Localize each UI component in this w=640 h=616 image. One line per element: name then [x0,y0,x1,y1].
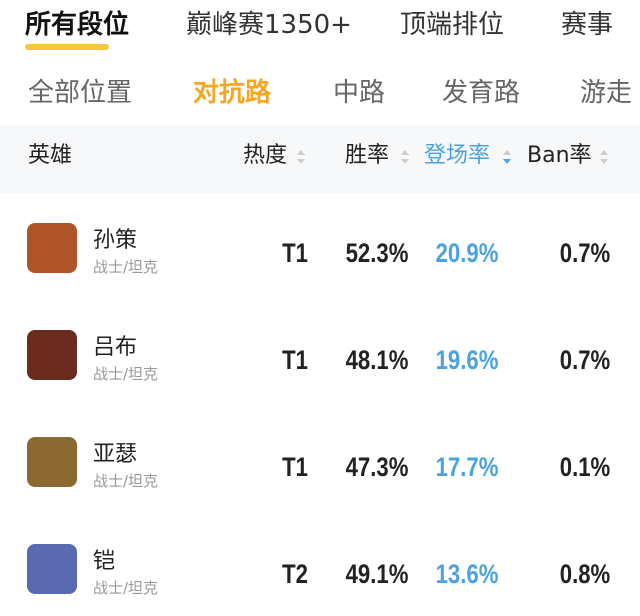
table-row[interactable] [0,518,640,616]
stat-value: T2 [282,559,308,589]
top-bar [0,0,640,125]
rank-tab[interactable]: 赛事 [561,10,614,40]
stat-value: 49.1% [345,559,409,589]
stat-value: 52.3% [345,238,409,268]
stat-value: 19.6% [435,345,499,375]
column-header[interactable]: 胜率 [345,143,390,168]
rank-tab[interactable]: 所有段位 [25,10,130,40]
table-row[interactable] [0,411,640,511]
position-tab[interactable]: 中路 [333,78,386,108]
hero-name: 亚瑟 [93,442,138,467]
stat-value: T1 [282,238,308,268]
stat-value: 0.8% [559,559,611,589]
hero-role: 战士/坦克 [93,258,159,276]
rank-tab[interactable]: 顶端排位 [400,10,505,40]
table-row[interactable] [0,304,640,404]
hero-role: 战士/坦克 [93,579,159,597]
stat-value: 47.3% [345,452,409,482]
position-tab[interactable]: 全部位置 [28,78,133,108]
hero-role: 战士/坦克 [93,472,159,490]
hero-name: 吕布 [93,335,138,360]
sort-icon[interactable] [600,150,608,164]
sort-icon[interactable] [297,150,305,164]
header-bg [0,125,640,193]
stat-value: T1 [282,345,308,375]
position-tab[interactable]: 对抗路 [193,78,272,108]
hero-avatar [27,544,77,594]
hero-role: 战士/坦克 [93,365,159,383]
column-header[interactable]: 热度 [243,143,288,168]
position-tab[interactable]: 游走 [580,78,633,108]
table-row[interactable] [0,197,640,297]
position-tab[interactable]: 发育路 [442,78,521,108]
stat-value: 0.1% [559,452,611,482]
sort-icon[interactable] [401,150,409,164]
stat-value: 0.7% [559,345,611,375]
column-header[interactable]: 登场率 [424,143,491,168]
hero-avatar [27,223,77,273]
column-header: 英雄 [28,143,73,168]
rank-tab[interactable]: 巅峰赛1350+ [186,10,352,40]
column-header[interactable]: Ban率 [527,143,592,168]
hero-avatar [27,330,77,380]
stat-value: 20.9% [435,238,499,268]
stat-value: 0.7% [559,238,611,268]
hero-name: 孙策 [93,228,138,253]
hero-name: 铠 [93,549,116,574]
stat-value: 48.1% [345,345,409,375]
stat-value: T1 [282,452,308,482]
tab-underline [25,44,109,50]
hero-avatar [27,437,77,487]
sort-icon[interactable] [503,150,511,164]
stat-value: 17.7% [435,452,499,482]
stat-value: 13.6% [435,559,499,589]
